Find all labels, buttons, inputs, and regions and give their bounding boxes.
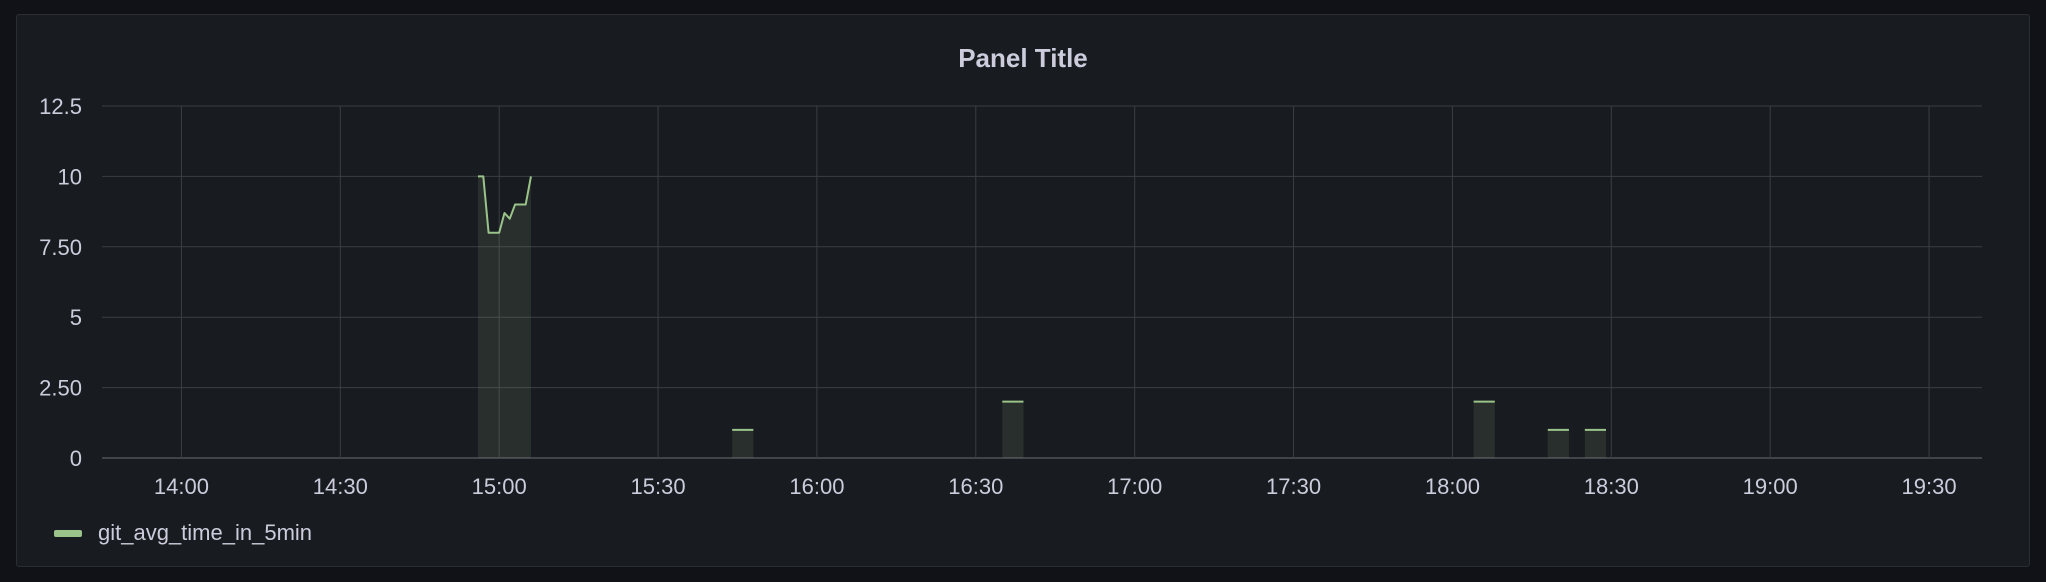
legend-label: git_avg_time_in_5min — [98, 520, 313, 545]
y-tick-label: 2.50 — [39, 376, 82, 401]
y-tick-label: 7.50 — [39, 235, 82, 260]
x-tick-label: 15:30 — [631, 474, 686, 499]
x-tick-label: 14:00 — [154, 474, 209, 499]
y-tick-label: 10 — [58, 164, 82, 189]
x-tick-label: 15:00 — [472, 474, 527, 499]
series-area — [1002, 401, 1024, 458]
y-tick-label: 12.5 — [39, 94, 82, 119]
series-lines — [478, 175, 1606, 431]
y-tick-label: 0 — [70, 446, 82, 471]
x-tick-label: 18:00 — [1425, 474, 1480, 499]
series-area — [1473, 401, 1495, 458]
series-area-fill — [478, 176, 1606, 458]
series-area — [1547, 429, 1569, 458]
series-line[interactable] — [478, 175, 532, 234]
grid — [102, 105, 1982, 459]
x-tick-label: 17:30 — [1266, 474, 1321, 499]
series-area — [732, 429, 754, 458]
panel-title[interactable]: Panel Title — [958, 43, 1088, 73]
x-tick-label: 19:30 — [1902, 474, 1957, 499]
x-tick-label: 14:30 — [313, 474, 368, 499]
y-axis-ticks: 0 2.50 5 7.50 10 12.5 — [39, 94, 82, 471]
x-tick-label: 18:30 — [1584, 474, 1639, 499]
x-tick-label: 16:30 — [948, 474, 1003, 499]
x-tick-label: 16:00 — [789, 474, 844, 499]
x-axis-ticks: 14:00 14:30 15:00 15:30 16:00 16:30 17:00 17:30… — [154, 474, 1957, 499]
legend-swatch-icon — [54, 529, 82, 537]
y-tick-label: 5 — [70, 305, 82, 330]
x-tick-label: 19:00 — [1743, 474, 1798, 499]
x-tick-label: 17:00 — [1107, 474, 1162, 499]
series-area — [1584, 429, 1606, 458]
series-area — [478, 176, 531, 458]
legend-item[interactable]: git_avg_time_in_5min — [54, 520, 312, 546]
